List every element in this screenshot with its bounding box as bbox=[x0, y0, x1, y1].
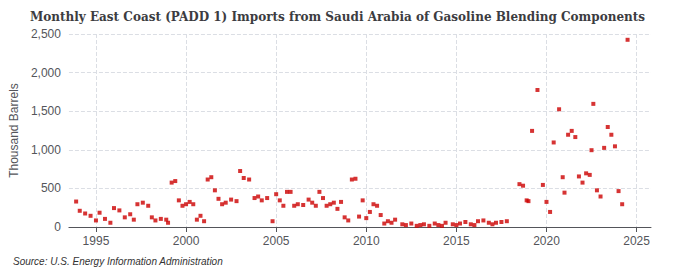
svg-text:2005: 2005 bbox=[263, 234, 290, 248]
svg-text:2025: 2025 bbox=[623, 234, 650, 248]
svg-text:1,500: 1,500 bbox=[31, 104, 61, 118]
svg-text:2020: 2020 bbox=[533, 234, 560, 248]
svg-text:1,000: 1,000 bbox=[31, 143, 61, 157]
svg-text:2010: 2010 bbox=[353, 234, 380, 248]
svg-text:2000: 2000 bbox=[173, 234, 200, 248]
svg-text:2015: 2015 bbox=[443, 234, 470, 248]
svg-text:Source: U.S. Energy Informatio: Source: U.S. Energy Information Administ… bbox=[13, 256, 223, 267]
svg-text:0: 0 bbox=[54, 220, 61, 234]
svg-text:2,500: 2,500 bbox=[31, 27, 61, 41]
svg-text:2,000: 2,000 bbox=[31, 66, 61, 80]
svg-text:Monthly East Coast (PADD 1) Im: Monthly East Coast (PADD 1) Imports from… bbox=[30, 10, 645, 24]
svg-text:1995: 1995 bbox=[83, 234, 110, 248]
svg-text:500: 500 bbox=[41, 181, 61, 195]
svg-text:Thousand Barrels: Thousand Barrels bbox=[7, 83, 21, 178]
